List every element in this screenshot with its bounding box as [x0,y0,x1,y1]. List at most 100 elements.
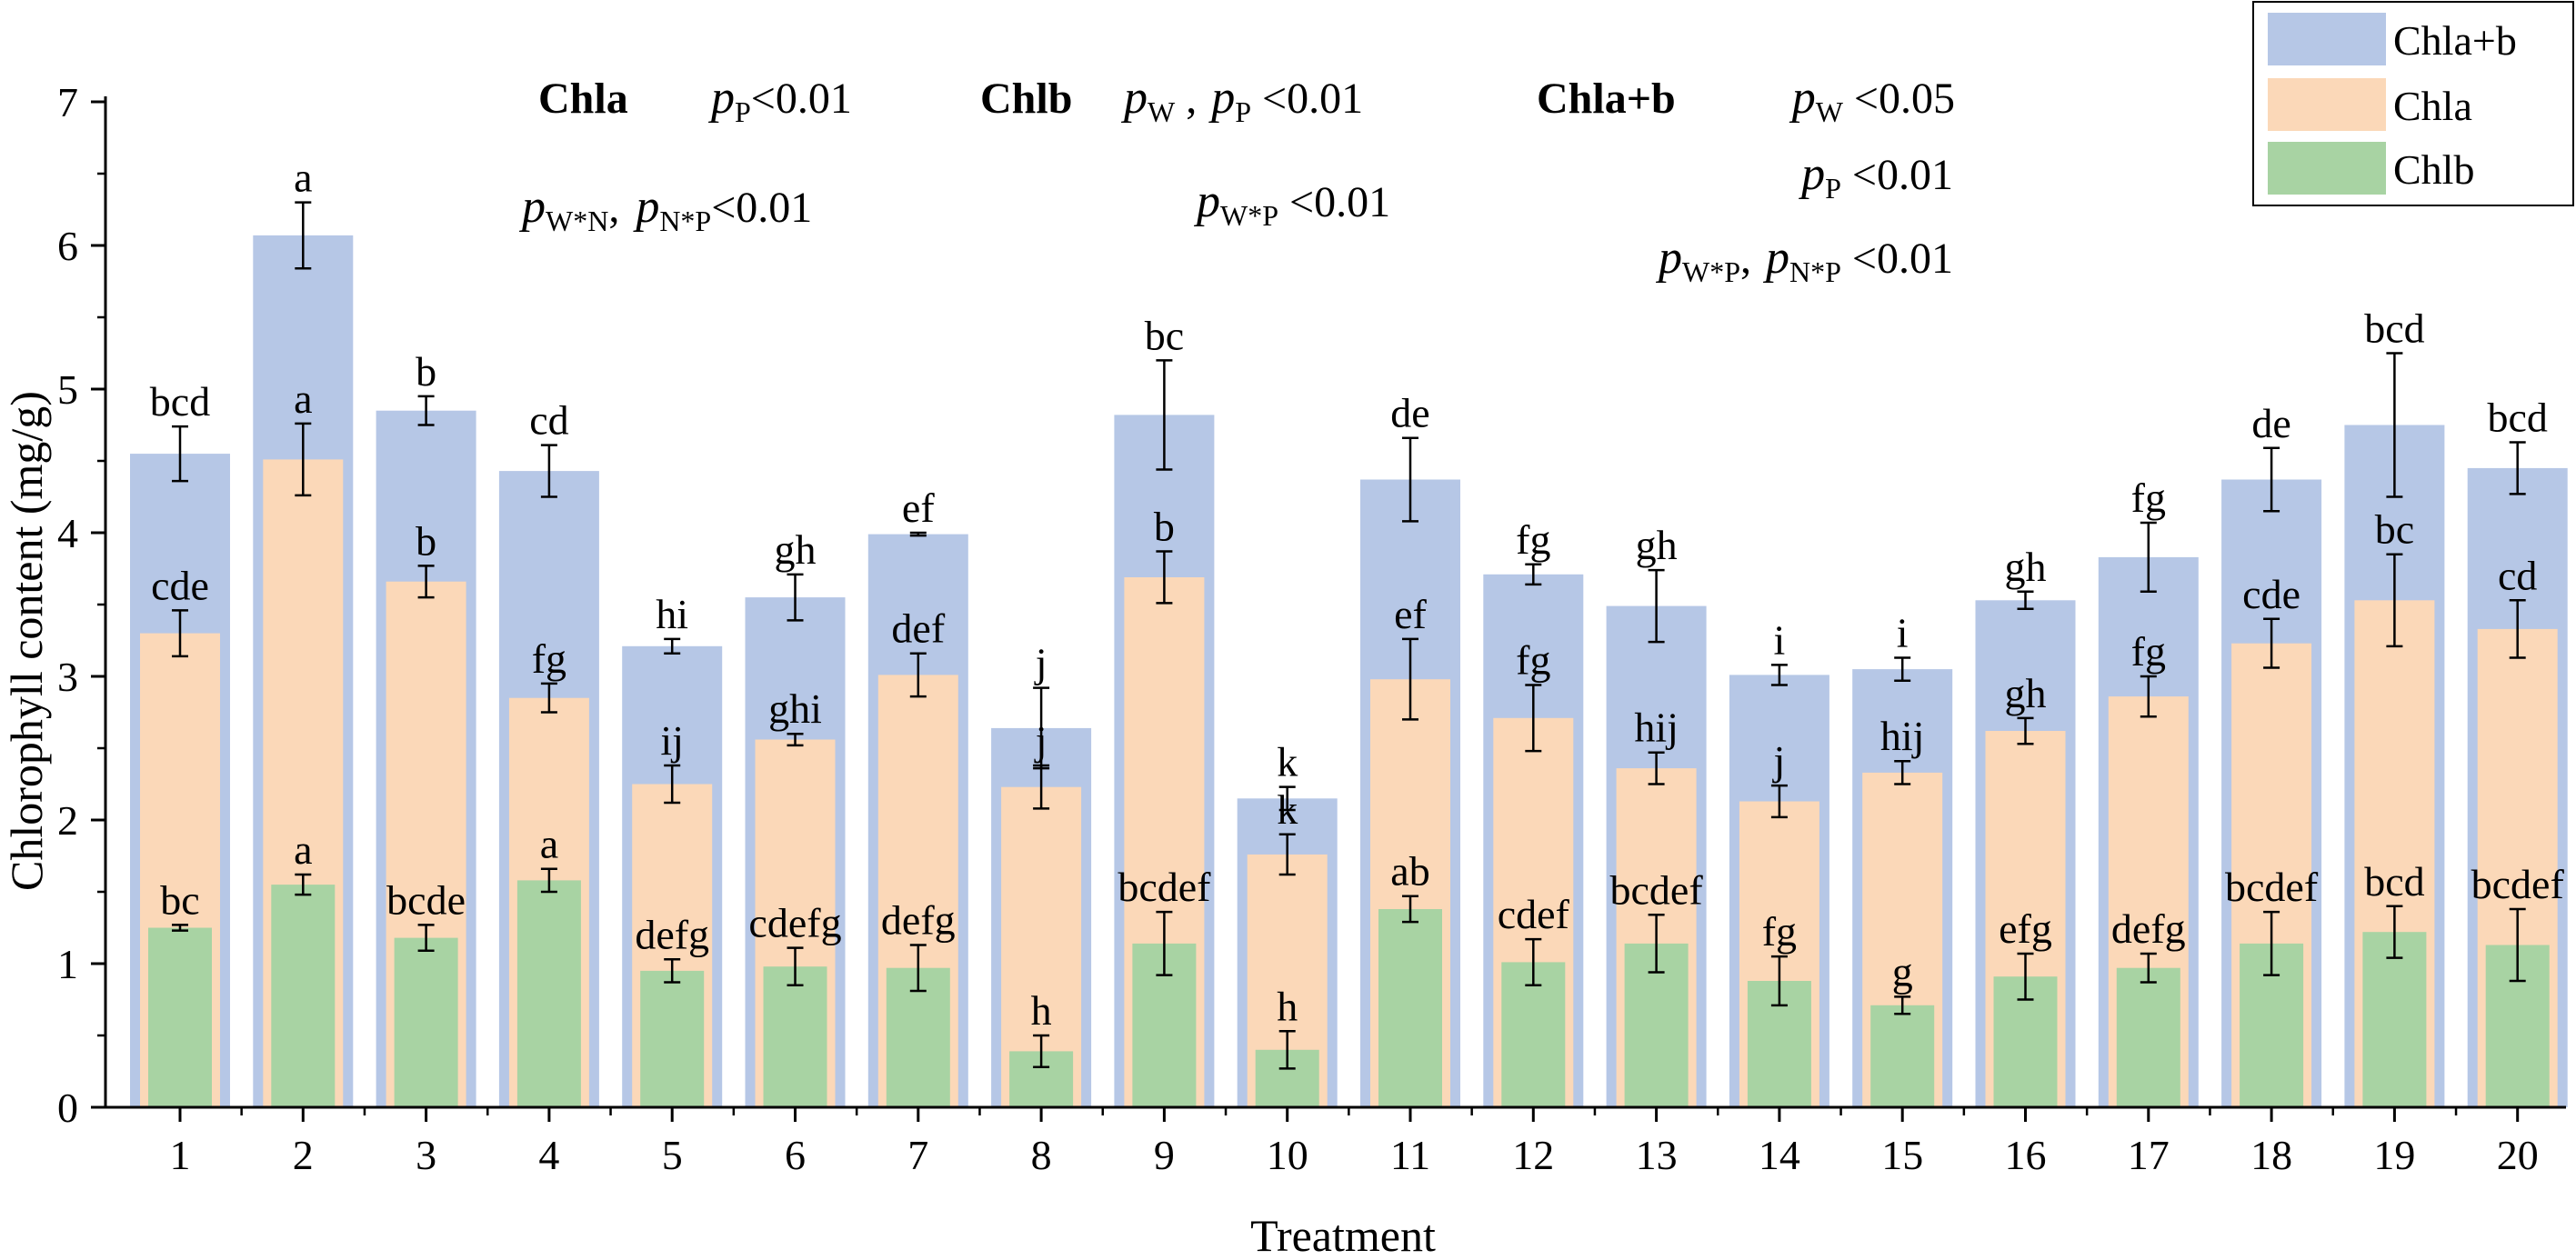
sig-letter-chla-7: def [891,605,945,652]
sig-letter-chlb-5: defg [635,911,709,957]
x-tick-label-17: 17 [2128,1132,2170,1178]
bar-chlb-12 [1501,962,1566,1107]
sig-letter-chlb-6: cdefg [748,900,841,946]
error-bar-chlb-13 [1648,914,1665,974]
y-tick-label-1: 1 [57,941,78,987]
sig-letter-chla-5: ij [660,717,684,764]
sig-letter-chla-2: a [294,375,312,422]
y-tick-label-4: 4 [57,510,78,556]
sig-letter-chla-10: k [1277,786,1298,833]
bar-chlb-3 [394,937,458,1107]
error-bar-chla-14 [1770,784,1788,819]
y-tick-label-2: 2 [57,797,78,844]
sig-letter-chlb-10: h [1277,983,1298,1029]
x-tick-label-4: 4 [538,1132,559,1178]
y-tick-label-6: 6 [57,223,78,269]
sig-letter-chlb-2: a [294,826,312,873]
sig-letter-chlb-9: bcdef [1118,864,1211,910]
error-bar-chlb-1 [172,924,188,932]
error-bar-chlb-6 [787,946,804,986]
x-tick-label-2: 2 [293,1132,314,1178]
annotation-chlab-interactions: pW*P, pN*P <0.01 [1655,232,1953,288]
sig-letter-chla-12: fg [1516,637,1550,684]
annotation-chlab-pP: pP <0.01 [1798,148,1953,205]
sig-letter-chlb-17: defg [2111,905,2186,952]
legend-label-chlab: Chla+b [2393,17,2517,64]
error-bar-chlb-8 [1033,1034,1050,1069]
error-bar-chla-13 [1648,751,1665,785]
x-tick-label-16: 16 [2005,1132,2047,1178]
error-bar-chla-20 [2509,599,2526,659]
error-bar-chla-1 [172,609,188,658]
error-bar-chla-11 [1402,637,1418,721]
error-bar-chla-16 [2017,716,2034,745]
sig-letter-chlb-4: a [540,821,558,867]
sig-letter-chla-16: gh [2005,670,2047,716]
error-bar-chlb-16 [2017,952,2034,1001]
error-bar-chla-7 [909,652,927,698]
error-bar-chla-17 [2140,675,2157,718]
sig-letter-chlab-8: j [1034,640,1047,686]
annotation-chlb-pW-pP: pW , pP <0.01 [1120,72,1363,128]
error-bar-chlab-5 [664,637,681,655]
legend-swatch-chla [2268,78,2386,131]
y-tick-label-7: 7 [57,79,78,125]
sig-letter-chlab-16: gh [2005,544,2047,590]
sig-letter-chla-11: ef [1394,591,1427,637]
error-bar-chla-8 [1033,764,1050,810]
sig-letter-chla-6: ghi [768,685,822,732]
error-bar-chla-5 [664,764,681,805]
bar-chlb-15 [1870,1005,1935,1107]
y-axis-title: Chlorophyll content (mg/g) [1,391,52,891]
error-bar-chlab-12 [1525,563,1542,586]
legend-swatch-chlab [2268,13,2386,65]
error-bar-chlb-18 [2263,910,2280,976]
error-bar-chlab-17 [2140,521,2157,594]
error-bar-chla-9 [1156,550,1173,605]
sig-letter-chla-19: bc [2375,506,2414,553]
x-tick-label-1: 1 [170,1132,191,1178]
annotation-chla-interactions: pW*N, pN*P<0.01 [518,181,812,237]
x-tick-label-19: 19 [2373,1132,2415,1178]
sig-letter-chlab-20: bcd [2487,395,2547,441]
x-tick-label-3: 3 [416,1132,436,1178]
annotation-chla: Chla [538,75,628,123]
y-tick-label-3: 3 [57,654,78,700]
error-bar-chlb-5 [664,958,681,984]
error-bar-chla-10 [1278,833,1296,876]
sig-letter-chlab-18: de [2251,400,2290,446]
legend: Chla+b Chla Chlb [2252,1,2574,206]
bar-chlb-17 [2116,967,2180,1107]
sig-letter-chlab-14: i [1774,616,1786,663]
sig-letter-chla-8: j [1034,717,1047,764]
bar-chlb-19 [2362,932,2427,1107]
bar-chlb-11 [1378,909,1442,1107]
x-axis-title: Treatment [1250,1210,1436,1260]
y-tick-label-0: 0 [57,1085,78,1131]
error-bar-chlb-4 [540,867,557,894]
error-bar-chlab-19 [2386,352,2403,498]
sig-letter-chlab-7: ef [902,485,935,531]
annotation-chlab-pW: pW <0.05 [1789,72,1955,128]
annotation-chla-title: Chla [538,75,628,123]
sig-letter-chlab-3: b [416,348,436,395]
x-tick-label-14: 14 [1759,1132,1800,1178]
sig-letter-chla-3: b [416,517,436,564]
sig-letter-chla-4: fg [532,635,566,682]
error-bar-chlb-19 [2386,905,2403,959]
error-bar-chlab-1 [172,425,188,483]
x-tick-label-10: 10 [1267,1132,1308,1178]
x-tick-label-9: 9 [1154,1132,1175,1178]
sig-letter-chlab-10: k [1277,739,1298,785]
annotation-chlb-title: Chlb [980,75,1072,123]
annotation-chla-pP: pP<0.01 [707,72,852,128]
error-bar-chla-19 [2386,553,2403,648]
sig-letter-chla-18: cde [2242,571,2300,617]
sig-letter-chlab-17: fg [2131,475,2166,521]
sig-letter-chlb-11: ab [1390,848,1429,895]
sig-letter-chlb-16: efg [1999,905,2052,952]
x-tick-label-8: 8 [1031,1132,1052,1178]
x-tick-label-18: 18 [2250,1132,2292,1178]
